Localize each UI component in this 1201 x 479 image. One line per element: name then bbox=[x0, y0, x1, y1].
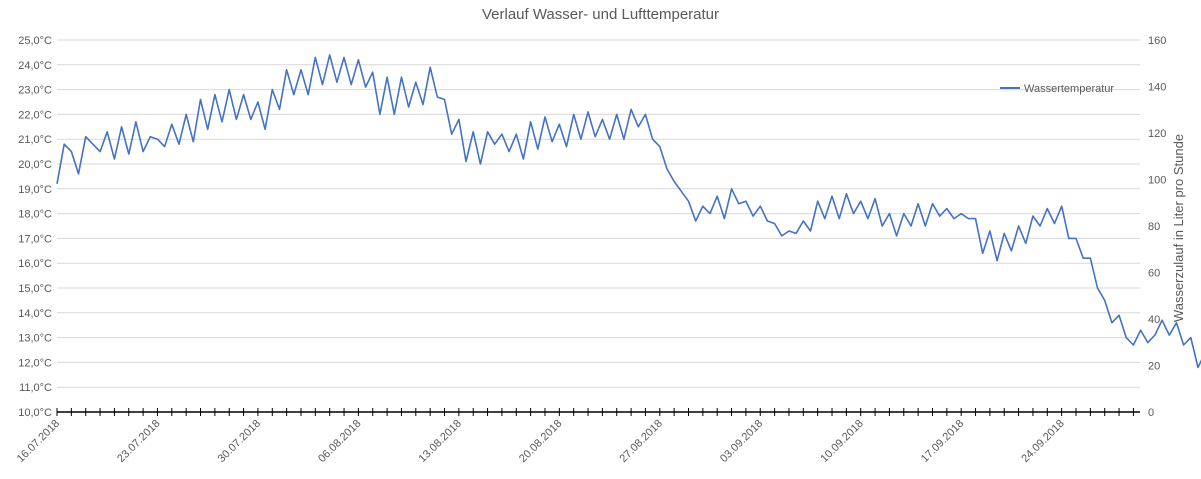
y2-tick-label: 120 bbox=[1148, 128, 1166, 140]
y-tick-label: 13,0°C bbox=[18, 333, 52, 345]
y2-tick-label: 20 bbox=[1148, 361, 1160, 373]
x-tick-label: 06.08.2018 bbox=[316, 418, 363, 465]
y-tick-label: 25,0°C bbox=[18, 35, 52, 47]
x-tick-label: 13.08.2018 bbox=[417, 418, 464, 465]
x-tick-label: 23.07.2018 bbox=[115, 418, 162, 465]
series-layer bbox=[56, 54, 1201, 369]
y-tick-label: 14,0°C bbox=[18, 308, 52, 320]
y2-axis-label: Wasserzulauf in Liter pro Stunde bbox=[1171, 134, 1186, 322]
x-tick-label: 20.08.2018 bbox=[517, 418, 564, 465]
y-tick-label: 24,0°C bbox=[18, 60, 52, 72]
x-tick-label: 17.09.2018 bbox=[919, 418, 966, 465]
y-tick-label: 11,0°C bbox=[19, 382, 52, 394]
y-tick-label: 19,0°C bbox=[18, 184, 52, 196]
y-axis: 10,0°C 11,0°C 12,0°C 13,0°C 14,0°C 15,0°C 16,0… bbox=[18, 35, 52, 419]
legend-label: Wassertemperatur bbox=[1024, 83, 1114, 95]
series-line-wassertemperatur bbox=[56, 54, 1201, 369]
x-tick-label: 16.07.2018 bbox=[15, 418, 62, 465]
y-tick-label: 23,0°C bbox=[18, 85, 52, 97]
chart-title: Verlauf Wasser- und Lufttemperatur bbox=[481, 6, 720, 23]
y2-tick-label: 160 bbox=[1148, 35, 1166, 47]
x-tick-label: 03.09.2018 bbox=[718, 418, 765, 465]
x-tick-label: 24.09.2018 bbox=[1019, 418, 1066, 465]
y2-tick-label: 80 bbox=[1148, 221, 1160, 233]
y-tick-label: 16,0°C bbox=[18, 258, 52, 270]
legend: Wassertemperatur bbox=[1000, 83, 1114, 95]
x-tick-label: 10.09.2018 bbox=[818, 418, 865, 465]
y2-tick-label: 140 bbox=[1148, 82, 1166, 94]
y2-tick-label: 0 bbox=[1148, 407, 1154, 419]
y-tick-label: 15,0°C bbox=[18, 283, 52, 295]
y-tick-label: 10,0°C bbox=[18, 407, 52, 419]
y-tick-label: 20,0°C bbox=[18, 159, 52, 171]
y2-axis: 0 20 40 60 80 100 120 140 160 bbox=[1148, 35, 1166, 419]
y-tick-label: 17,0°C bbox=[18, 233, 52, 245]
y2-tick-label: 100 bbox=[1148, 175, 1166, 187]
y-tick-label: 18,0°C bbox=[18, 209, 52, 221]
y-tick-label: 12,0°C bbox=[18, 357, 52, 369]
x-tick-label: 30.07.2018 bbox=[216, 418, 263, 465]
y2-tick-label: 40 bbox=[1148, 314, 1160, 326]
y2-tick-label: 60 bbox=[1148, 268, 1160, 280]
x-axis: 16.07.2018 23.07.2018 30.07.2018 06.08.2018… bbox=[15, 408, 1140, 465]
y-tick-label: 22,0°C bbox=[18, 109, 52, 121]
y-tick-label: 21,0°C bbox=[18, 134, 52, 146]
x-tick-label: 27.08.2018 bbox=[617, 418, 664, 465]
